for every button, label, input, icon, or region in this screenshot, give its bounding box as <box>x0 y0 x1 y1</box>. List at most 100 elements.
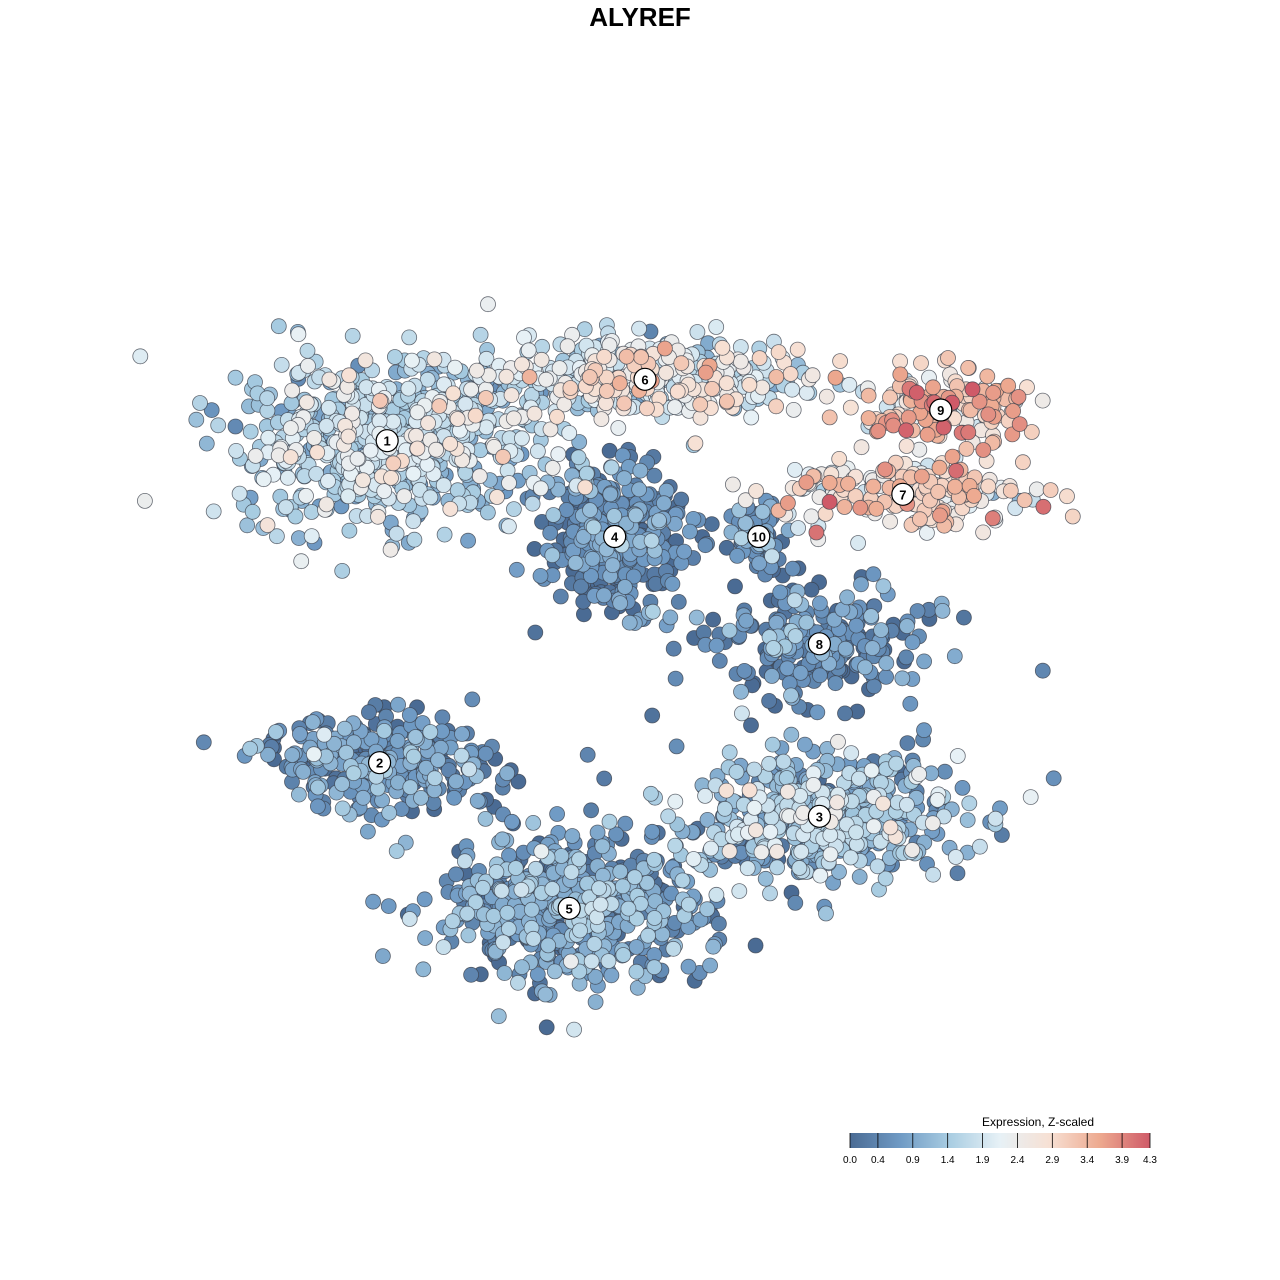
cell-point <box>940 350 956 366</box>
cell-point <box>227 418 244 435</box>
cell-point <box>463 966 480 983</box>
cell-point <box>748 822 764 839</box>
cell-point <box>508 561 525 578</box>
cell-point <box>459 905 476 922</box>
cell-point <box>381 805 398 821</box>
cell-point <box>461 761 478 778</box>
cell-point <box>909 603 926 619</box>
cell-point <box>444 913 461 930</box>
cell-point <box>1042 482 1059 499</box>
cell-point <box>703 516 720 532</box>
cell-point <box>797 736 813 753</box>
cell-point <box>804 367 821 384</box>
cell-point <box>900 409 917 426</box>
cell-point <box>821 474 838 491</box>
svg-text:4: 4 <box>611 530 619 545</box>
svg-text:10: 10 <box>752 530 766 545</box>
cell-point <box>279 469 296 486</box>
cell-point <box>284 747 301 763</box>
cell-point <box>753 844 770 861</box>
cell-point <box>628 963 645 980</box>
cell-point <box>667 670 684 687</box>
cell-point <box>837 640 854 657</box>
cell-point <box>808 524 825 541</box>
cell-point <box>305 746 322 763</box>
cell-point <box>682 523 698 540</box>
cell-point <box>334 563 351 579</box>
cell-point <box>260 746 277 763</box>
cell-point <box>643 532 660 549</box>
cell-point <box>479 504 496 521</box>
cell-point <box>578 465 595 482</box>
cell-point <box>446 789 463 806</box>
cell-point <box>685 851 702 867</box>
cell-point <box>334 776 351 792</box>
cell-point <box>1022 789 1039 805</box>
cell-point <box>762 824 779 840</box>
cell-point <box>975 524 991 541</box>
cell-point <box>737 515 754 531</box>
cell-point <box>757 870 774 887</box>
cell-point <box>863 762 880 779</box>
cell-point <box>247 447 264 464</box>
cell-point <box>829 794 845 811</box>
cell-point <box>567 555 584 571</box>
cell-point <box>306 430 323 446</box>
cell-point <box>761 693 777 709</box>
cell-point <box>321 371 338 388</box>
cluster-label-8: 8 <box>807 632 832 656</box>
cell-point <box>721 744 738 761</box>
cell-point <box>579 746 596 763</box>
legend-tick-label: 2.9 <box>1045 1155 1059 1166</box>
cell-point <box>718 782 735 799</box>
cell-point <box>504 813 520 830</box>
cell-point <box>402 779 419 796</box>
cell-point <box>670 594 687 610</box>
cell-point <box>830 733 846 750</box>
cell-point <box>390 696 407 713</box>
cell-point <box>268 528 285 545</box>
cell-point <box>946 648 963 665</box>
cell-point <box>334 800 351 817</box>
cell-point <box>1035 498 1052 515</box>
cell-point <box>848 824 864 841</box>
cell-point <box>633 349 649 366</box>
cell-point <box>401 329 418 346</box>
cell-point <box>784 560 801 577</box>
cell-point <box>498 368 515 385</box>
legend-title: Expression, Z-scaled <box>982 1115 1094 1129</box>
svg-text:8: 8 <box>816 637 823 652</box>
cell-point <box>463 381 480 398</box>
cell-point <box>584 550 601 567</box>
cell-point <box>875 578 892 595</box>
cell-point <box>587 994 604 1010</box>
cell-point <box>738 612 755 629</box>
cell-point <box>673 355 690 372</box>
cell-point <box>747 937 764 954</box>
cell-point <box>721 843 738 860</box>
cell-point <box>598 383 615 399</box>
legend-tick-label: 1.4 <box>941 1155 955 1166</box>
cell-point <box>282 420 299 437</box>
cell-point <box>298 487 314 504</box>
cell-point <box>822 846 839 863</box>
cell-point <box>665 640 682 657</box>
cell-point <box>1015 454 1031 471</box>
cell-point <box>385 413 402 430</box>
cell-point <box>454 726 470 742</box>
cell-point <box>703 840 719 857</box>
cluster-label-2: 2 <box>367 751 392 775</box>
cell-point <box>646 467 663 484</box>
cell-point <box>960 424 977 441</box>
cell-point <box>908 384 925 401</box>
cell-point <box>549 408 565 425</box>
cell-point <box>582 502 598 519</box>
cell-point <box>136 492 153 509</box>
cell-point <box>812 867 829 884</box>
cell-point <box>743 409 760 426</box>
cell-point <box>899 618 915 634</box>
cell-point <box>822 827 839 843</box>
cell-point <box>729 548 746 564</box>
cell-point <box>741 376 758 393</box>
cell-point <box>853 576 869 593</box>
